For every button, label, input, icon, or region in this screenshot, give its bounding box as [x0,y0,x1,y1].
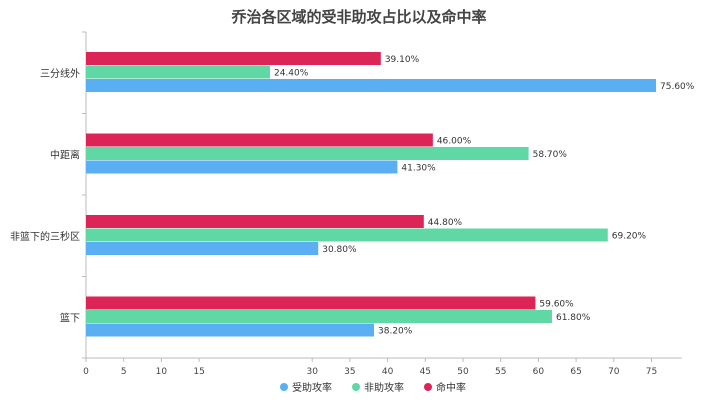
legend-label: 受助攻率 [292,381,332,394]
x-tick-label: 10 [156,367,168,377]
data-label: 69.20% [612,231,647,241]
bar[interactable] [86,296,536,310]
data-label: 38.20% [378,326,413,336]
legend-item[interactable]: 受助攻率 [280,381,332,394]
x-tick-label: 15 [193,367,204,377]
data-label: 46.00% [437,136,472,146]
x-tick-label: 60 [533,367,545,377]
bar[interactable] [86,215,424,228]
x-tick-label: 75 [646,367,657,377]
x-tick-label: 30 [306,367,318,377]
data-label: 24.40% [274,68,309,78]
category-label: 中距离 [50,148,80,161]
plot-area: 0 5 10 15 30 35 40 45 50 55 60 65 70 75 三分线外 39.10% 24.4… [10,31,695,377]
legend-marker [352,383,360,391]
data-label: 44.80% [428,218,463,228]
x-tick-label: 45 [420,367,431,377]
category-label: 篮下 [60,311,80,324]
data-label: 75.60% [660,82,695,92]
x-tick-label: 65 [570,367,581,377]
data-label: 61.80% [556,313,591,323]
x-tick-label: 50 [457,367,469,377]
bar[interactable] [86,52,381,65]
bar[interactable] [86,160,398,174]
bar[interactable] [86,242,319,255]
bar[interactable] [86,79,657,92]
bar[interactable] [86,310,552,323]
data-label: 41.30% [401,163,436,173]
x-tick-label: 5 [121,367,127,377]
data-label: 39.10% [385,55,420,65]
x-tick-label: 40 [382,367,394,377]
bar[interactable] [86,65,270,79]
x-tick-label: 35 [344,367,355,377]
data-label: 58.70% [533,150,568,160]
legend-marker [280,383,288,391]
legend-item[interactable]: 非助攻率 [352,381,404,394]
category-label: 非篮下的三秒区 [10,230,80,243]
x-tick-label: 0 [83,367,89,377]
x-tick-label: 55 [495,367,506,377]
chart-title: 乔治各区域的受非助攻占比以及命中率 [230,8,486,26]
bar[interactable] [86,323,375,337]
legend-item[interactable]: 命中率 [424,381,466,394]
data-label: 59.60% [539,299,574,309]
legend-label: 非助攻率 [364,381,404,394]
bar[interactable] [86,147,529,160]
bar[interactable] [86,133,433,147]
x-tick-label: 70 [608,367,620,377]
category-label: 三分线外 [40,67,80,80]
legend-label: 命中率 [436,381,466,394]
data-label: 30.80% [322,245,357,255]
bar[interactable] [86,228,608,242]
legend-marker [424,383,432,391]
legend[interactable]: 受助攻率 非助攻率 命中率 [280,381,466,394]
